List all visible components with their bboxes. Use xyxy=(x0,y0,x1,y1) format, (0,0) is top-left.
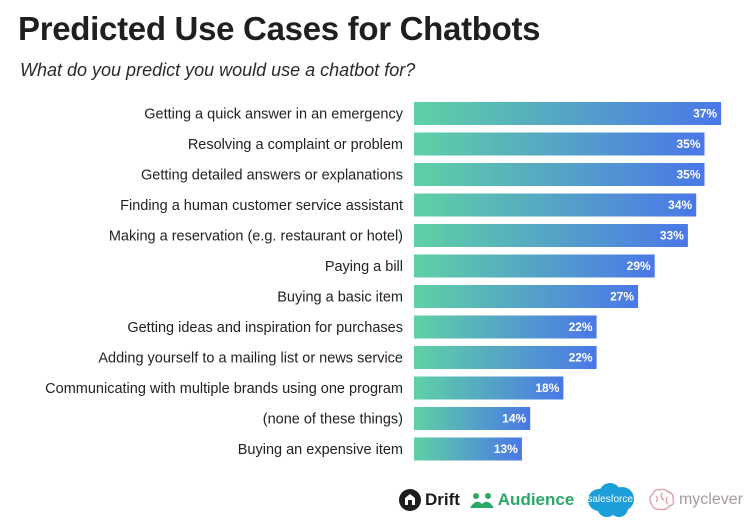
drift-logo: Drift xyxy=(398,480,460,520)
bar xyxy=(414,285,639,308)
value-label: 29% xyxy=(627,259,651,273)
bar xyxy=(414,346,597,369)
drift-icon xyxy=(399,489,421,511)
value-label: 18% xyxy=(535,381,559,395)
category-label: Adding yourself to a mailing list or new… xyxy=(98,351,403,367)
bar xyxy=(414,193,697,217)
bar xyxy=(414,315,597,339)
category-label: Communicating with multiple brands using… xyxy=(45,381,403,397)
category-label: Buying an expensive item xyxy=(238,442,403,458)
category-label: Getting ideas and inspiration for purcha… xyxy=(127,320,403,336)
brain-icon xyxy=(649,488,675,511)
value-label: 35% xyxy=(676,137,700,151)
bar-chart: Getting a quick answer in an emergency 37… xyxy=(45,102,722,461)
value-label: 33% xyxy=(660,229,684,243)
bar xyxy=(414,102,722,125)
chart-title: Predicted Use Cases for Chatbots xyxy=(18,10,541,47)
audience-text: Audience xyxy=(497,490,575,509)
chart-subtitle: What do you predict you would use a chat… xyxy=(20,60,416,80)
bar xyxy=(414,376,564,400)
salesforce-text: salesforce xyxy=(587,494,633,505)
myclever-logo: myclever xyxy=(646,480,743,520)
value-label: 27% xyxy=(610,290,634,304)
category-label: Making a reservation (e.g. restaurant or… xyxy=(109,229,403,245)
audience-icon xyxy=(469,493,494,508)
value-label: 34% xyxy=(668,198,692,212)
category-label: (none of these things) xyxy=(263,412,403,428)
category-label: Resolving a complaint or problem xyxy=(188,137,403,153)
salesforce-cloud-icon xyxy=(588,483,635,517)
value-label: 14% xyxy=(502,412,526,426)
value-label: 35% xyxy=(676,168,700,182)
bar xyxy=(414,224,688,247)
salesforce-logo: salesforce xyxy=(583,480,637,520)
value-label: 22% xyxy=(569,320,593,334)
category-label: Finding a human customer service assista… xyxy=(120,198,403,214)
bar xyxy=(414,407,531,430)
drift-text: Drift xyxy=(425,490,460,509)
category-label: Paying a bill xyxy=(325,259,403,275)
value-label: 37% xyxy=(693,107,717,121)
myclever-text: myclever xyxy=(678,491,743,508)
category-label: Getting detailed answers or explanations xyxy=(141,168,403,184)
category-label: Buying a basic item xyxy=(277,290,403,306)
value-label: 22% xyxy=(569,351,593,365)
value-label: 13% xyxy=(494,442,518,456)
bars-group: Getting a quick answer in an emergency 37… xyxy=(45,102,722,461)
bar xyxy=(414,437,522,461)
sponsor-logos: Drift Audience salesforce xyxy=(398,480,743,520)
bar xyxy=(414,132,705,156)
bar xyxy=(414,254,655,278)
bar xyxy=(414,163,705,186)
audience-logo: Audience xyxy=(469,480,575,520)
category-label: Getting a quick answer in an emergency xyxy=(144,107,403,123)
